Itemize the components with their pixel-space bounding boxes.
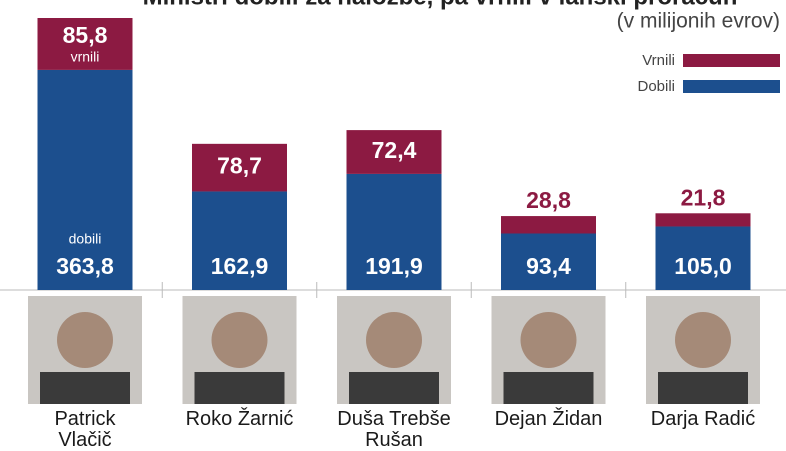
portrait-body [349,372,439,404]
value-label: 85,8 [63,22,108,48]
value-label: 28,8 [526,187,571,213]
bar-annotation: vrnili [71,49,100,65]
portrait-head [675,312,731,368]
portrait-head [520,312,577,368]
legend-swatch [683,54,780,67]
chart-subtitle: (v milijonih evrov) [617,10,780,33]
value-label: 72,4 [372,137,417,163]
bar-segment [655,213,751,227]
category-label: Dejan Židan [494,408,603,430]
bar-segment [37,18,133,70]
portrait-body [658,372,748,404]
portrait-body [194,372,285,404]
value-label: 105,0 [674,253,732,279]
bar-segment [346,130,442,174]
value-label: 21,8 [681,184,726,210]
bar-segment [501,233,596,290]
portrait-head [57,312,113,368]
value-label: 162,9 [211,253,269,279]
legend-swatch [683,80,780,93]
bar-segment [655,226,751,290]
chart-title: Ministri dobili za naložbe, pa vrnili v … [143,0,738,10]
bar-segment [192,191,287,290]
category-label: Duša Trebše Rušan [337,408,451,451]
bar-segment [192,143,287,192]
portrait-body [40,372,130,404]
value-label: 78,7 [217,153,262,179]
value-label: 191,9 [365,253,423,279]
category-label: Patrick Vlačič [54,408,116,451]
bar-segment [501,216,596,234]
value-label: 93,4 [526,253,571,279]
portrait-head [366,312,422,368]
legend-label: Vrnili [642,52,675,69]
category-label: Roko Žarnić [185,408,294,430]
bar-segment [37,69,133,290]
portrait-body [503,372,594,404]
legend-label: Dobili [637,78,675,95]
portrait-head [211,312,268,368]
bar-annotation: dobili [69,231,102,247]
bar-segment [346,173,442,290]
category-label: Darja Radić [650,408,756,430]
value-label: 363,8 [56,253,114,279]
